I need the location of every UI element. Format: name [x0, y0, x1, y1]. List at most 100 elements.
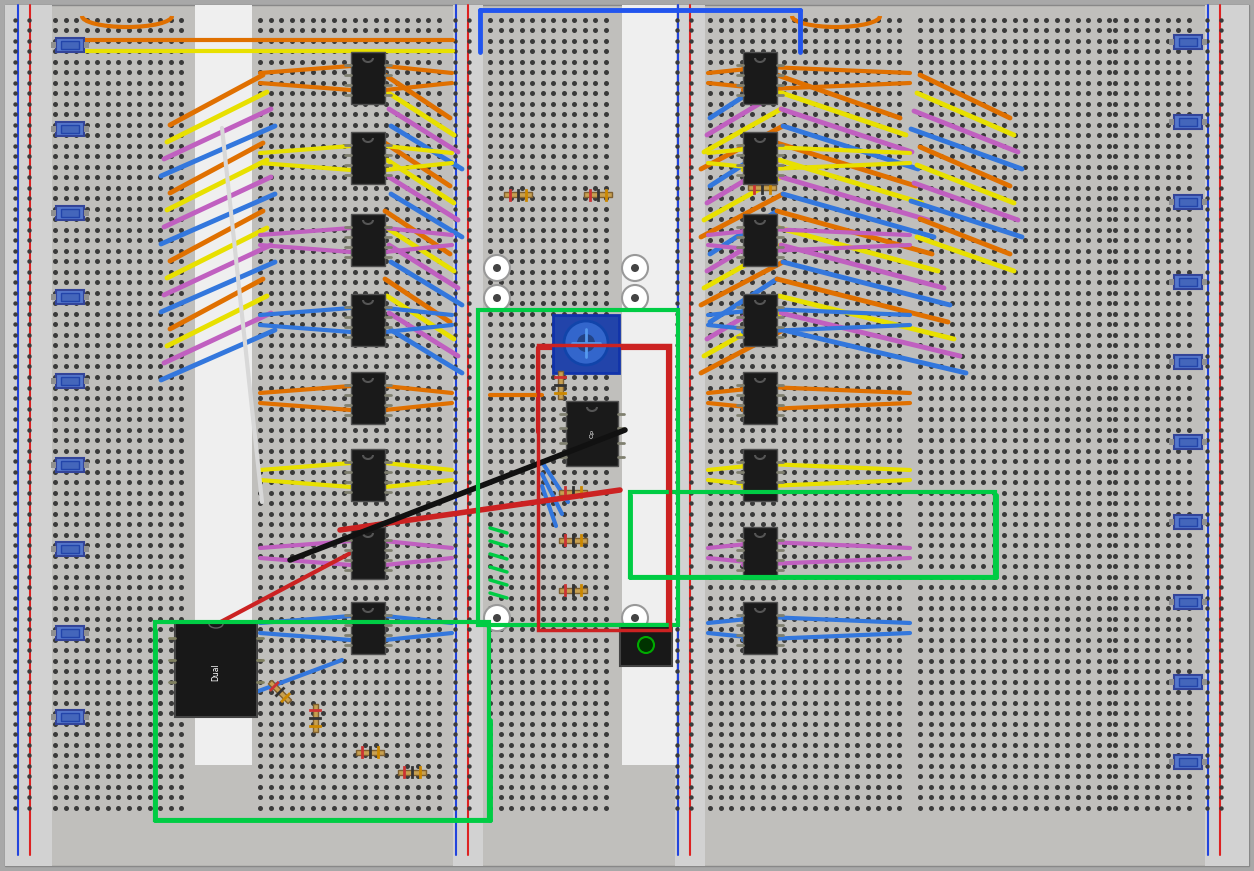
Point [973, 622, 993, 636]
Point [920, 717, 940, 731]
Point [762, 475, 782, 489]
Point [512, 24, 532, 37]
Point [314, 674, 334, 688]
Point [963, 412, 983, 426]
Point [139, 643, 159, 657]
Point [983, 559, 1003, 573]
Point [889, 412, 909, 426]
Point [1026, 601, 1046, 615]
Point [596, 192, 616, 206]
Point [1211, 780, 1231, 793]
Point [930, 496, 951, 510]
Point [522, 769, 542, 783]
Point [681, 328, 701, 342]
Point [752, 265, 772, 279]
Point [920, 790, 940, 804]
Point [826, 475, 846, 489]
Point [815, 738, 835, 752]
Point [408, 464, 428, 478]
Point [994, 454, 1014, 468]
Point [512, 402, 532, 415]
Point [1036, 24, 1056, 37]
Point [408, 517, 428, 531]
Point [574, 580, 594, 594]
Point [846, 748, 867, 762]
Point [1014, 391, 1035, 405]
Point [1126, 286, 1146, 300]
Point [596, 496, 616, 510]
Point [1057, 275, 1077, 289]
Point [45, 507, 65, 521]
Point [1014, 475, 1035, 489]
Point [445, 717, 465, 731]
Point [700, 139, 720, 153]
Point [500, 464, 520, 478]
Point [334, 34, 354, 48]
Point [1078, 475, 1099, 489]
Point [418, 86, 438, 100]
Point [118, 433, 138, 447]
Point [429, 86, 449, 100]
Point [543, 422, 563, 436]
Point [826, 265, 846, 279]
Point [564, 507, 584, 521]
Point [98, 171, 118, 185]
Point [76, 150, 97, 164]
Point [910, 171, 930, 185]
Point [87, 328, 107, 342]
Point [826, 97, 846, 111]
Point [826, 213, 846, 226]
Point [1004, 454, 1025, 468]
Point [596, 538, 616, 552]
Point [118, 97, 138, 111]
Point [1157, 475, 1178, 489]
Point [681, 591, 701, 604]
Point [408, 86, 428, 100]
Point [365, 412, 385, 426]
Bar [1174, 275, 1203, 289]
Point [564, 759, 584, 773]
Point [1157, 685, 1178, 699]
Point [543, 44, 563, 58]
Point [752, 696, 772, 710]
Point [1057, 454, 1077, 468]
Point [826, 381, 846, 395]
Point [398, 129, 418, 143]
Bar [1169, 599, 1174, 605]
Point [98, 528, 118, 542]
Point [742, 370, 762, 384]
Point [762, 13, 782, 27]
Point [889, 685, 909, 699]
Point [584, 55, 604, 69]
Point [963, 706, 983, 720]
Point [522, 643, 542, 657]
Point [261, 391, 281, 405]
Point [386, 402, 406, 415]
Point [429, 800, 449, 814]
Point [355, 44, 375, 58]
Point [584, 13, 604, 27]
Point [815, 748, 835, 762]
Point [512, 275, 532, 289]
Point [490, 86, 510, 100]
Point [784, 139, 804, 153]
Point [920, 202, 940, 216]
Point [910, 181, 930, 195]
Point [1078, 507, 1099, 521]
Point [1136, 328, 1156, 342]
Point [752, 86, 772, 100]
Point [762, 107, 782, 121]
Point [1014, 202, 1035, 216]
Point [910, 160, 930, 174]
Point [161, 381, 181, 395]
Point [150, 76, 171, 90]
Point [963, 223, 983, 237]
Point [681, 44, 701, 58]
Point [574, 34, 594, 48]
Point [1198, 601, 1218, 615]
Point [930, 150, 951, 164]
Point [76, 381, 97, 395]
Point [1026, 412, 1046, 426]
Point [281, 706, 301, 720]
Point [731, 622, 751, 636]
